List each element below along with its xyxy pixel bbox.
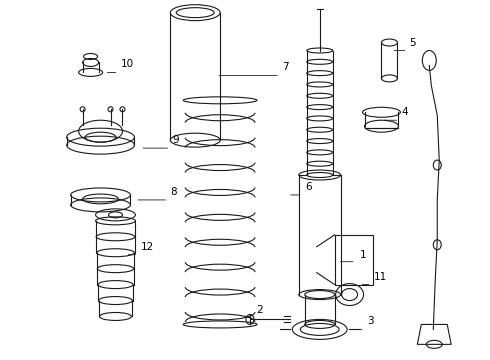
Text: 5: 5 (409, 37, 416, 48)
Text: 2: 2 (256, 306, 263, 315)
Text: 6: 6 (305, 182, 311, 192)
Text: 7: 7 (282, 62, 289, 72)
Text: 12: 12 (141, 242, 154, 252)
Text: 8: 8 (171, 187, 177, 197)
Bar (335, 235, 372, 285)
Text: 11: 11 (373, 271, 387, 282)
Text: 3: 3 (368, 316, 374, 327)
Text: 10: 10 (121, 59, 134, 69)
Text: 9: 9 (172, 135, 179, 145)
Text: 4: 4 (401, 107, 408, 117)
Text: 1: 1 (360, 250, 366, 260)
